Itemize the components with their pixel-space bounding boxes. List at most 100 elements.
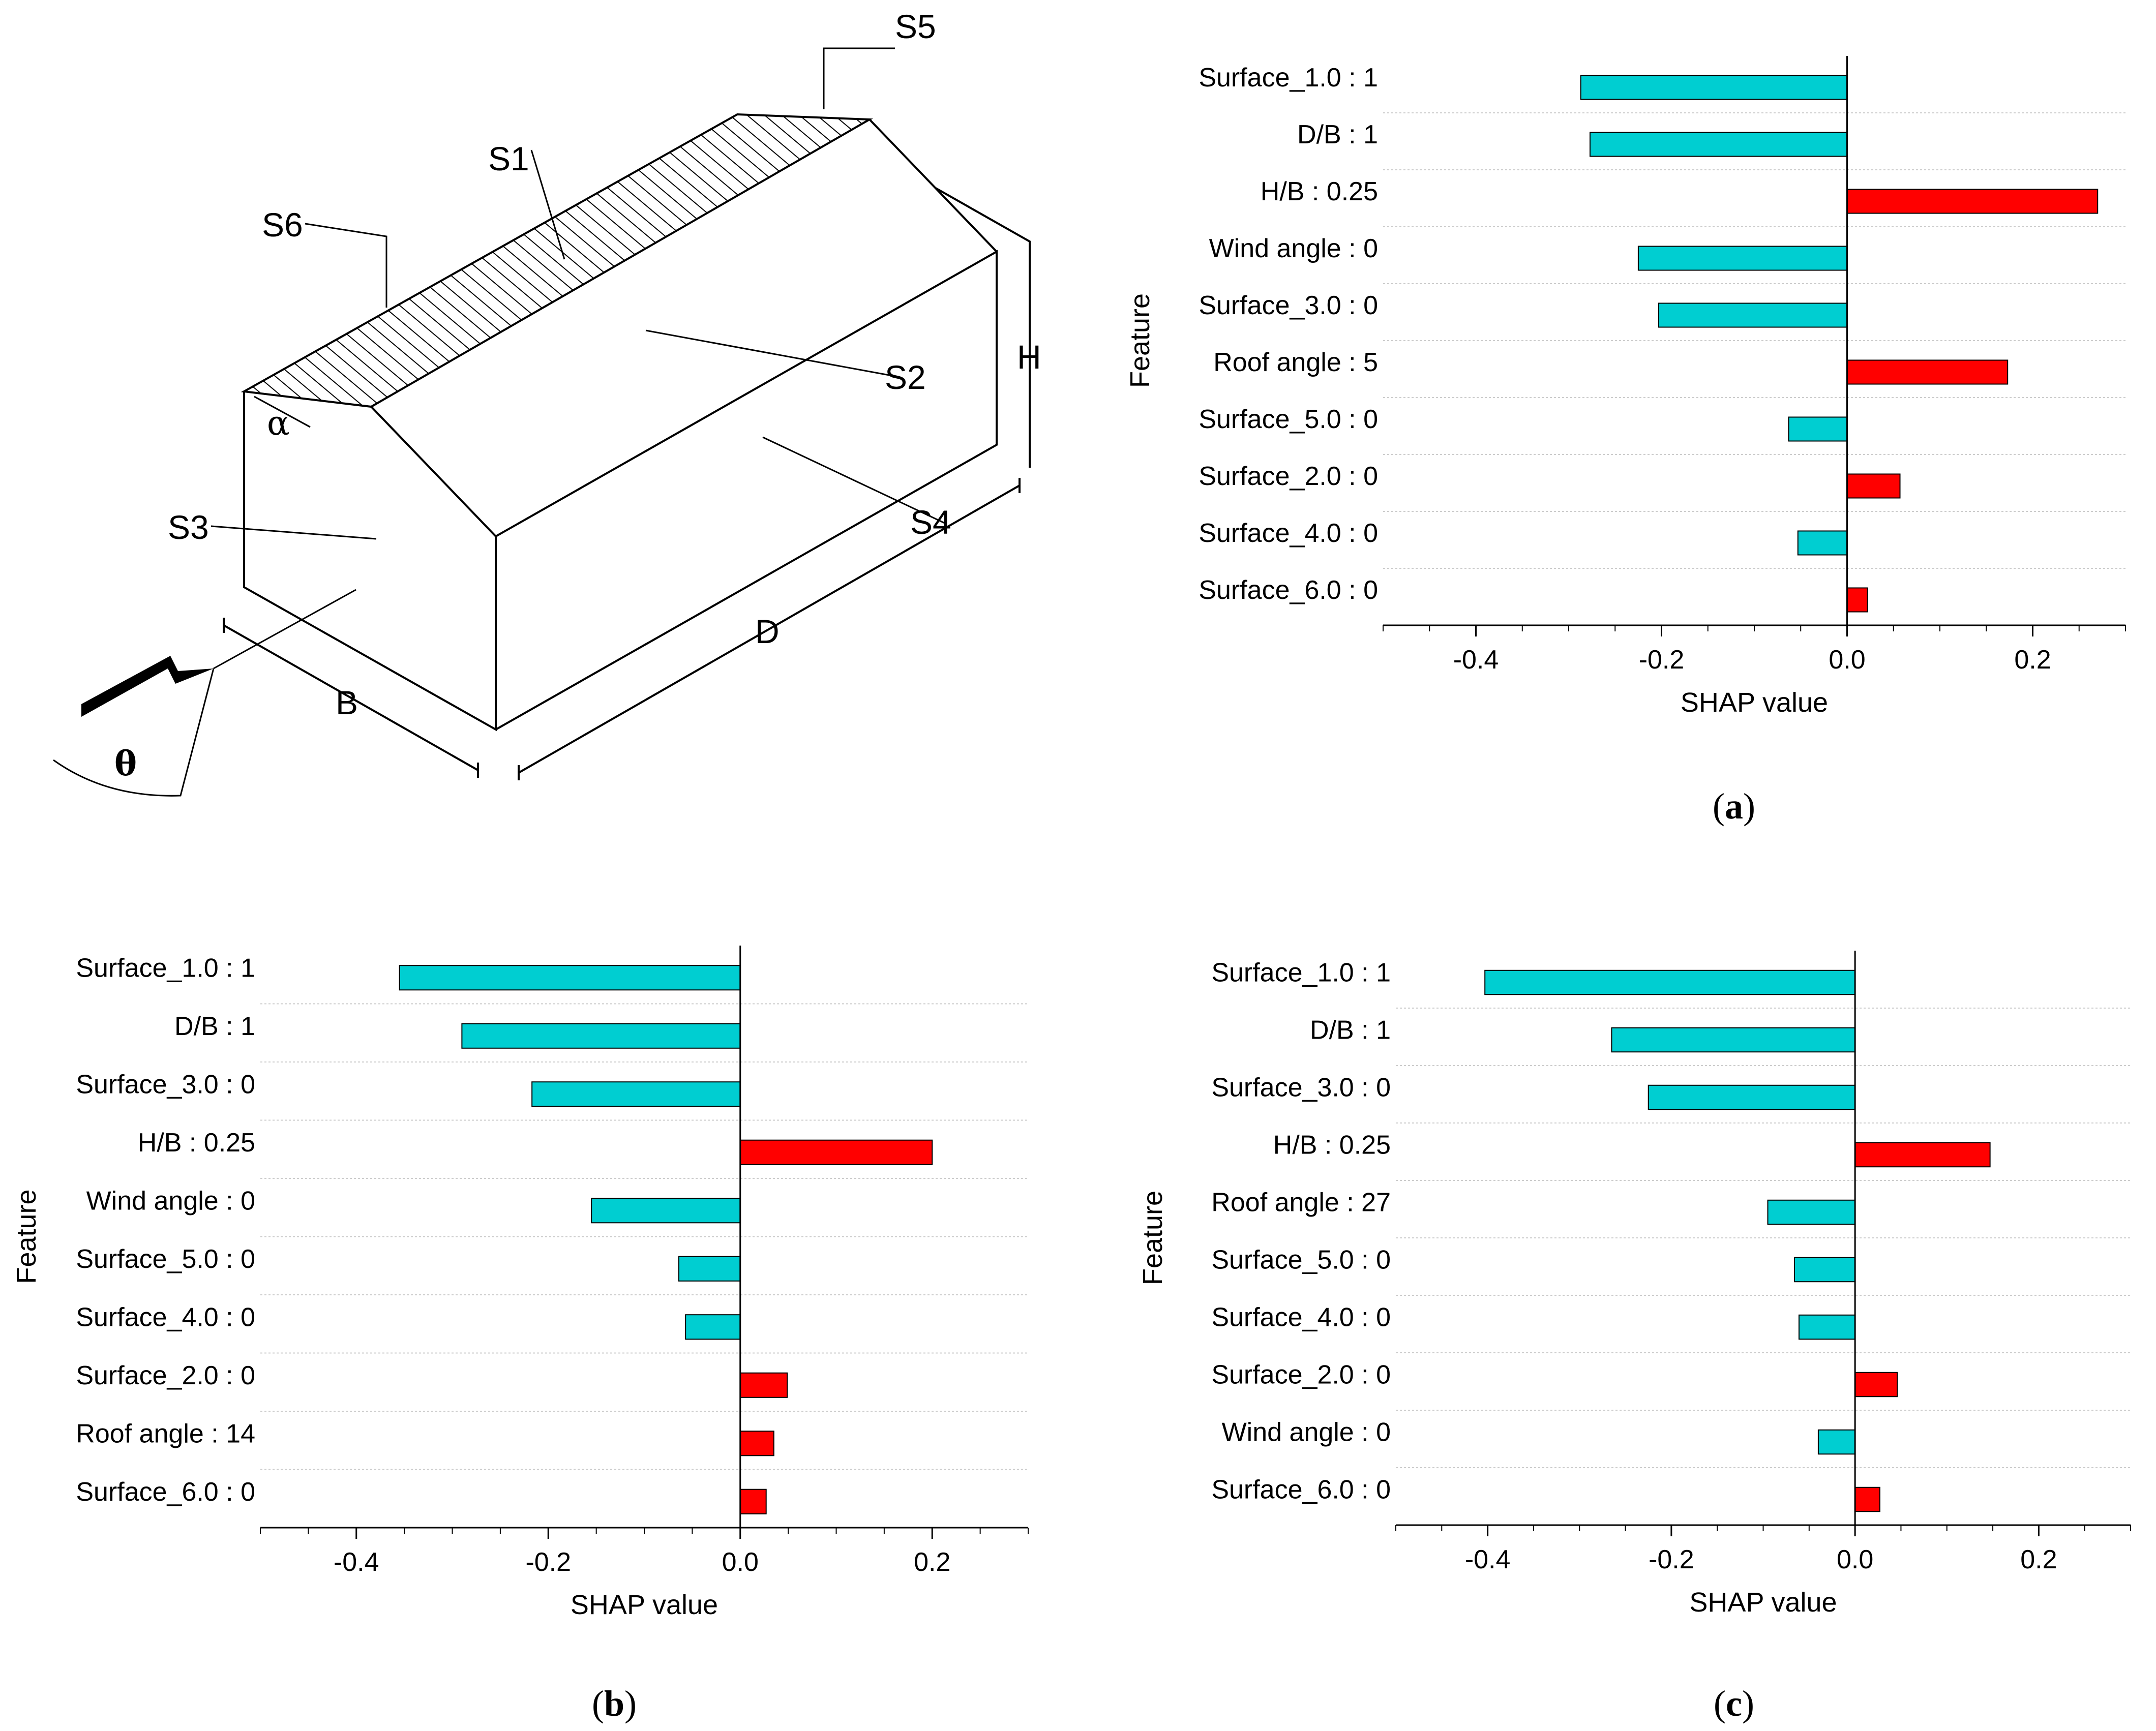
label-theta: θ: [114, 744, 137, 783]
bar-c-3: [1854, 1142, 1991, 1168]
back-gable-edge: [869, 118, 998, 253]
tick-label: 0.2: [2014, 645, 2051, 675]
tick-label: -0.2: [525, 1547, 571, 1577]
category-label: Surface_1.0 : 1: [1211, 958, 1391, 988]
bar-b-1: [461, 1023, 741, 1049]
category-label: Surface_4.0 : 0: [76, 1302, 255, 1332]
category-label: Surface_3.0 : 0: [1199, 291, 1378, 320]
category-label: Roof angle : 14: [76, 1419, 255, 1448]
bar-c-9: [1854, 1486, 1880, 1512]
category-label: Surface_4.0 : 0: [1211, 1303, 1391, 1332]
roof-surface-s1: [241, 113, 874, 408]
category-label: D/B : 1: [1297, 120, 1378, 149]
bar-c-2: [1648, 1084, 1856, 1110]
tick-label: -0.4: [1453, 645, 1499, 675]
bar-a-9: [1846, 587, 1868, 613]
caption-a: (a): [1713, 786, 1755, 827]
tick-label: -0.4: [1465, 1545, 1511, 1574]
shap-chart-b: Surface_1.0 : 1 D/B : 1 Surface_3.0 : 0 H/B…: [15, 946, 1029, 1620]
x-axis-title: SHAP value: [571, 1590, 718, 1620]
bar-c-8: [1817, 1429, 1856, 1455]
bar-b-7: [739, 1372, 788, 1398]
label-s6: S6: [262, 206, 303, 244]
label-b: B: [336, 684, 358, 721]
bar-b-6: [685, 1314, 741, 1340]
category-label: D/B : 1: [1310, 1016, 1391, 1045]
tick-label: 0.2: [914, 1547, 950, 1577]
category-label: Surface_1.0 : 1: [76, 953, 255, 983]
label-alpha: α: [267, 404, 290, 443]
category-label: Surface_6.0 : 0: [1211, 1475, 1391, 1505]
tick-label: 0.0: [1829, 645, 1865, 675]
category-label: Wind angle : 0: [1209, 234, 1378, 263]
bar-a-4: [1658, 302, 1848, 328]
bar-b-5: [678, 1256, 741, 1282]
tick-label: -0.2: [1639, 645, 1685, 675]
category-label: Surface_6.0 : 0: [76, 1477, 255, 1507]
bar-a-1: [1589, 132, 1848, 157]
label-s4: S4: [910, 503, 951, 541]
wind-arrow-icon: [81, 656, 214, 717]
bar-b-8: [739, 1431, 774, 1456]
y-axis-title: Feature: [1129, 293, 1155, 388]
category-label: Surface_2.0 : 0: [1199, 462, 1378, 491]
category-label: H/B : 0.25: [138, 1128, 255, 1158]
category-label: Surface_3.0 : 0: [1211, 1073, 1391, 1103]
x-axis-title: SHAP value: [1681, 687, 1828, 718]
category-label: Surface_2.0 : 0: [1211, 1360, 1391, 1390]
bar-c-4: [1767, 1199, 1856, 1225]
bar-a-8: [1797, 530, 1848, 556]
bar-a-0: [1580, 75, 1848, 100]
caption-b: (b): [592, 1683, 637, 1724]
bar-c-6: [1798, 1314, 1856, 1340]
category-label: Wind angle : 0: [1222, 1418, 1391, 1447]
tick-label: 0.0: [1837, 1545, 1873, 1574]
bar-a-6: [1788, 416, 1848, 442]
category-label: Surface_5.0 : 0: [1211, 1246, 1391, 1275]
category-label: Roof angle : 5: [1213, 348, 1378, 377]
shap-chart-c: Surface_1.0 : 1 D/B : 1 Surface_3.0 : 0 H/B…: [1142, 951, 2131, 1618]
category-label: Wind angle : 0: [86, 1186, 255, 1216]
label-s3: S3: [168, 508, 209, 546]
y-axis-title: Feature: [1142, 1191, 1168, 1285]
bar-c-7: [1854, 1372, 1898, 1398]
depth-dimension: [518, 484, 1020, 774]
bar-c-5: [1793, 1257, 1856, 1283]
category-label: Surface_2.0 : 0: [76, 1361, 255, 1390]
tick-label: -0.2: [1649, 1545, 1694, 1574]
category-label: Surface_5.0 : 0: [76, 1244, 255, 1274]
label-s2: S2: [885, 358, 926, 396]
bar-b-3: [739, 1139, 933, 1165]
label-s1: S1: [488, 140, 529, 177]
bar-b-2: [531, 1081, 741, 1107]
label-d: D: [755, 613, 780, 650]
bar-b-4: [591, 1198, 741, 1224]
tick-label: 0.2: [2020, 1545, 2057, 1574]
shap-chart-a: Surface_1.0 : 1 D/B : 1 H/B : 0.25 Wind ang…: [1129, 56, 2126, 718]
bar-a-7: [1846, 473, 1901, 499]
bar-b-0: [399, 965, 741, 991]
bar-b-9: [739, 1489, 767, 1514]
category-label: Surface_1.0 : 1: [1199, 63, 1378, 93]
bar-a-2: [1846, 189, 2099, 214]
bar-a-5: [1846, 359, 2009, 385]
label-h: H: [1017, 338, 1041, 376]
bar-a-3: [1637, 246, 1848, 271]
width-dimension: [223, 624, 478, 771]
wind-angle-arc: [53, 668, 215, 797]
category-label: Surface_6.0 : 0: [1199, 575, 1378, 605]
caption-c: (c): [1714, 1683, 1754, 1724]
category-label: H/B : 0.25: [1273, 1131, 1391, 1160]
building-diagram: S5 S1 S6 S2 H α S3 S4 D B θ: [53, 8, 1041, 797]
label-s5: S5: [895, 8, 936, 45]
x-axis-title: SHAP value: [1689, 1587, 1837, 1618]
tick-label: -0.4: [334, 1547, 379, 1577]
category-label: Surface_3.0 : 0: [76, 1070, 255, 1099]
height-dimension: [935, 187, 1031, 468]
bar-c-0: [1484, 969, 1856, 995]
category-label: Surface_5.0 : 0: [1199, 405, 1378, 434]
tick-label: 0.0: [722, 1547, 759, 1577]
y-axis-title: Feature: [15, 1189, 42, 1284]
category-label: Surface_4.0 : 0: [1199, 519, 1378, 548]
